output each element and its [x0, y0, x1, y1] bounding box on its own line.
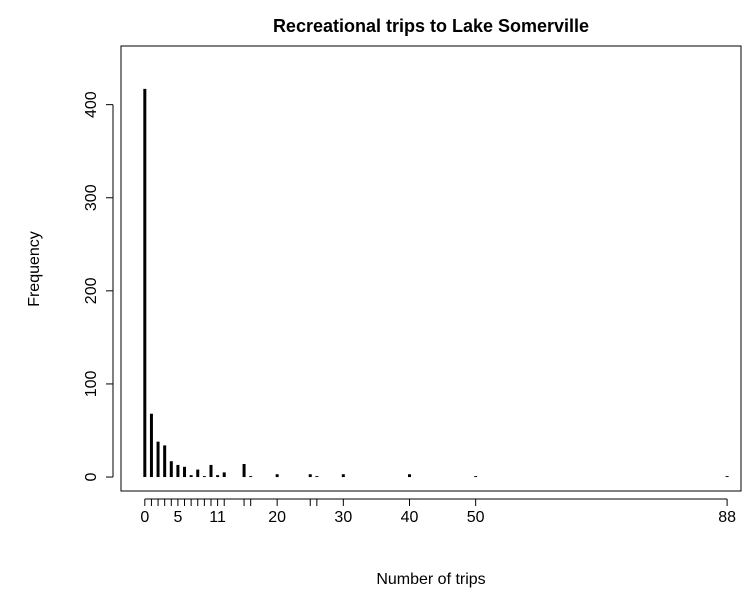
x-tick-label: 5 [173, 509, 182, 526]
y-tick-label: 200 [83, 277, 100, 304]
x-tick-label: 40 [401, 509, 419, 526]
y-tick-label: 400 [83, 91, 100, 118]
chart-title: Recreational trips to Lake Somerville [273, 16, 589, 36]
x-tick-label: 50 [467, 509, 485, 526]
y-tick-label: 100 [83, 370, 100, 397]
x-tick-label: 30 [334, 509, 352, 526]
y-axis-label: Frequency [26, 231, 43, 307]
x-tick-label: 88 [718, 509, 736, 526]
x-tick-label: 20 [268, 509, 286, 526]
x-tick-label: 11 [209, 509, 226, 526]
x-tick-label: 0 [140, 509, 149, 526]
y-tick-label: 0 [83, 472, 100, 481]
plot-box [120, 45, 742, 492]
y-tick-label: 300 [83, 184, 100, 211]
x-axis-label: Number of trips [376, 571, 485, 588]
